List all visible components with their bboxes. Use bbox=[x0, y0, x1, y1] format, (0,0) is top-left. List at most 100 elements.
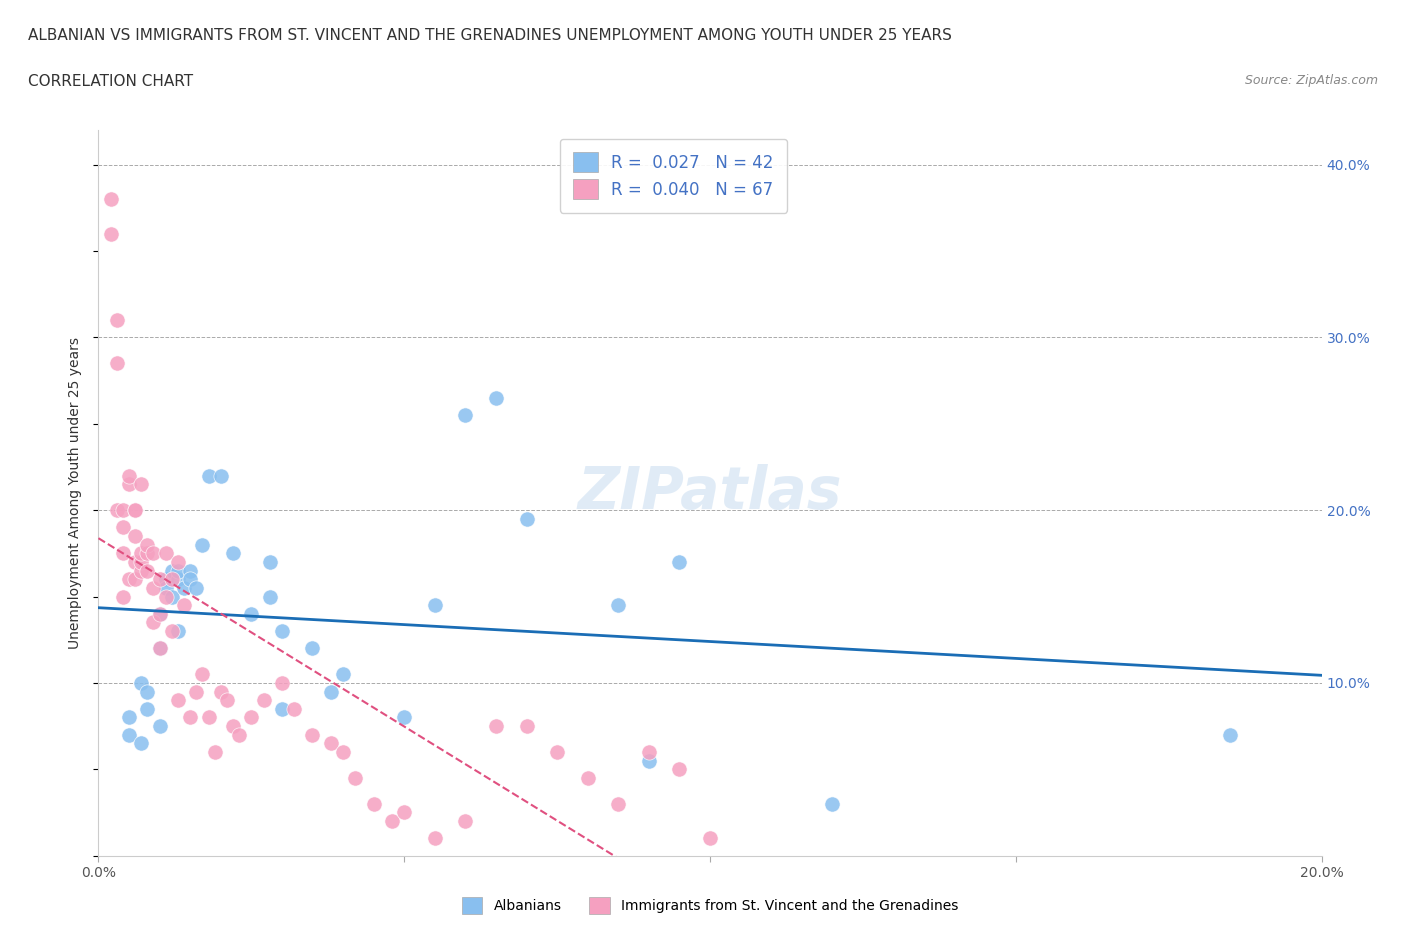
Point bbox=[149, 719, 172, 734]
Point bbox=[149, 641, 172, 656]
Point bbox=[179, 564, 201, 578]
Point bbox=[186, 684, 208, 699]
Point bbox=[270, 701, 292, 716]
Point bbox=[454, 814, 477, 829]
Point bbox=[821, 796, 844, 811]
Point bbox=[222, 719, 245, 734]
Point bbox=[142, 546, 165, 561]
Point bbox=[129, 675, 152, 690]
Point bbox=[136, 701, 159, 716]
Point bbox=[283, 701, 305, 716]
Point bbox=[149, 606, 172, 621]
Point bbox=[607, 598, 630, 613]
Point bbox=[259, 554, 281, 569]
Point bbox=[485, 391, 508, 405]
Point bbox=[124, 528, 146, 543]
Point bbox=[423, 598, 446, 613]
Point bbox=[191, 538, 214, 552]
Text: CORRELATION CHART: CORRELATION CHART bbox=[28, 74, 193, 89]
Point bbox=[155, 546, 177, 561]
Point bbox=[668, 762, 690, 777]
Point bbox=[546, 745, 568, 760]
Point bbox=[167, 624, 190, 639]
Text: ZIPatlas: ZIPatlas bbox=[578, 464, 842, 522]
Point bbox=[228, 727, 250, 742]
Point bbox=[173, 598, 195, 613]
Point bbox=[576, 770, 599, 785]
Point bbox=[301, 727, 323, 742]
Point bbox=[319, 684, 342, 699]
Point bbox=[124, 503, 146, 518]
Point bbox=[240, 606, 263, 621]
Point bbox=[607, 796, 630, 811]
Point bbox=[179, 572, 201, 587]
Point bbox=[129, 546, 152, 561]
Point bbox=[124, 503, 146, 518]
Point bbox=[332, 667, 354, 682]
Point bbox=[124, 572, 146, 587]
Point bbox=[149, 572, 172, 587]
Point bbox=[155, 580, 177, 595]
Point bbox=[252, 693, 274, 708]
Point bbox=[129, 554, 152, 569]
Point bbox=[186, 580, 208, 595]
Point bbox=[155, 589, 177, 604]
Point bbox=[637, 745, 661, 760]
Point bbox=[111, 520, 134, 535]
Point bbox=[363, 796, 385, 811]
Point bbox=[167, 554, 190, 569]
Point bbox=[111, 503, 134, 518]
Point bbox=[173, 580, 195, 595]
Point bbox=[270, 624, 292, 639]
Point bbox=[136, 546, 159, 561]
Point bbox=[160, 624, 183, 639]
Point bbox=[167, 564, 190, 578]
Legend: R =  0.027   N = 42, R =  0.040   N = 67: R = 0.027 N = 42, R = 0.040 N = 67 bbox=[560, 139, 787, 213]
Point bbox=[167, 693, 190, 708]
Point bbox=[301, 641, 323, 656]
Point bbox=[160, 572, 183, 587]
Point bbox=[129, 564, 152, 578]
Point bbox=[485, 719, 508, 734]
Point bbox=[118, 572, 141, 587]
Point bbox=[516, 719, 538, 734]
Point bbox=[136, 538, 159, 552]
Point bbox=[215, 693, 238, 708]
Point bbox=[111, 546, 134, 561]
Point bbox=[259, 589, 281, 604]
Point bbox=[105, 503, 128, 518]
Point bbox=[129, 477, 152, 492]
Point bbox=[118, 710, 141, 724]
Point bbox=[197, 468, 219, 483]
Point bbox=[142, 580, 165, 595]
Point bbox=[105, 312, 128, 327]
Point bbox=[142, 615, 165, 630]
Point bbox=[118, 468, 141, 483]
Point bbox=[149, 606, 172, 621]
Point bbox=[191, 667, 214, 682]
Point bbox=[160, 589, 183, 604]
Point bbox=[129, 736, 152, 751]
Point bbox=[111, 589, 134, 604]
Point bbox=[204, 745, 226, 760]
Y-axis label: Unemployment Among Youth under 25 years: Unemployment Among Youth under 25 years bbox=[69, 337, 83, 649]
Point bbox=[155, 572, 177, 587]
Point bbox=[270, 675, 292, 690]
Point bbox=[668, 554, 690, 569]
Point bbox=[392, 710, 416, 724]
Point bbox=[637, 753, 661, 768]
Point bbox=[332, 745, 354, 760]
Point bbox=[1219, 727, 1241, 742]
Point bbox=[118, 727, 141, 742]
Point bbox=[167, 572, 190, 587]
Text: Source: ZipAtlas.com: Source: ZipAtlas.com bbox=[1244, 74, 1378, 87]
Point bbox=[222, 546, 245, 561]
Point bbox=[136, 564, 159, 578]
Point bbox=[454, 407, 477, 422]
Point bbox=[423, 830, 446, 845]
Point bbox=[100, 226, 122, 241]
Point bbox=[319, 736, 342, 751]
Point bbox=[149, 641, 172, 656]
Point bbox=[209, 684, 232, 699]
Point bbox=[100, 192, 122, 206]
